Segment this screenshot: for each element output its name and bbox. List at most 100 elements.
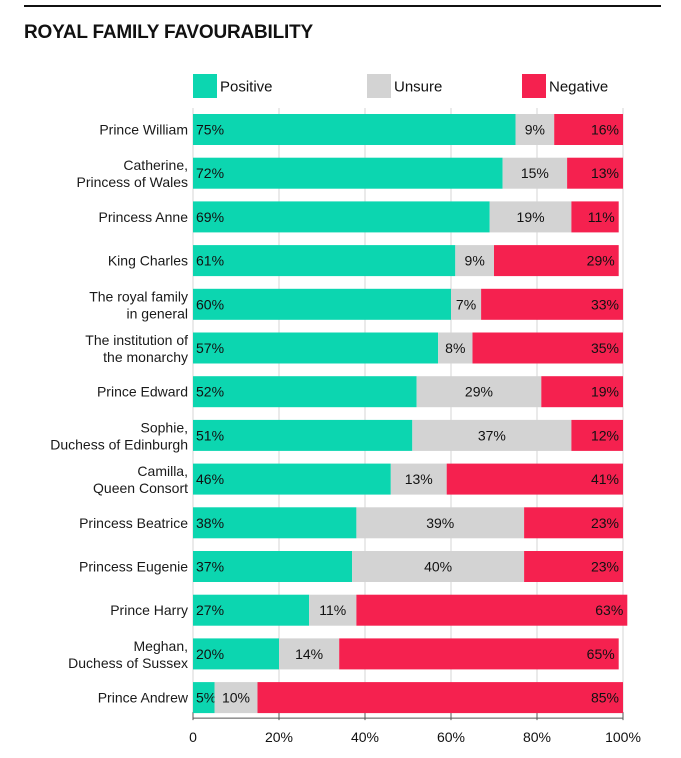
- bar-negative: [571, 201, 619, 233]
- top-rule: [24, 5, 661, 7]
- bar-unsure: [356, 507, 525, 539]
- data-label-positive: 61%: [196, 253, 224, 269]
- bar-unsure: [489, 201, 572, 233]
- bar-negative: [356, 594, 628, 626]
- x-tick-label: 40%: [351, 729, 379, 745]
- bar-unsure: [502, 157, 568, 189]
- bar-unsure: [279, 638, 340, 670]
- data-label-unsure: 37%: [478, 427, 506, 443]
- data-label-unsure: 13%: [405, 471, 433, 487]
- bar-unsure: [214, 682, 258, 714]
- category-label: Princess Eugenie: [79, 559, 188, 575]
- x-tick-label: 80%: [523, 729, 551, 745]
- category-label: Prince William: [99, 122, 188, 138]
- data-label-negative: 65%: [587, 646, 615, 662]
- data-label-negative: 23%: [591, 515, 619, 531]
- bar-positive: [193, 551, 353, 582]
- data-label-positive: 75%: [196, 122, 224, 138]
- data-label-unsure: 11%: [319, 602, 346, 618]
- category-label: the monarchy: [103, 349, 188, 365]
- category-label: Duchess of Sussex: [68, 655, 188, 671]
- legend-swatch-unsure: [367, 74, 391, 98]
- data-label-negative: 63%: [595, 602, 623, 618]
- category-label: Princess of Wales: [76, 174, 188, 190]
- x-tick-label: 20%: [265, 729, 293, 745]
- x-tick-label: 100%: [605, 729, 641, 745]
- data-label-positive: 51%: [196, 427, 224, 443]
- data-label-unsure: 9%: [465, 253, 485, 269]
- data-label-unsure: 7%: [456, 296, 476, 312]
- data-label-negative: 12%: [591, 427, 619, 443]
- data-label-negative: 33%: [591, 296, 619, 312]
- legend-swatch-positive: [193, 74, 217, 98]
- bar-negative: [524, 551, 623, 582]
- data-label-negative: 13%: [591, 165, 619, 181]
- bar-positive: [193, 376, 417, 408]
- data-label-unsure: 15%: [521, 165, 549, 181]
- category-label: Catherine,: [123, 157, 188, 173]
- bar-negative: [567, 157, 623, 189]
- bar-positive: [193, 114, 516, 145]
- data-label-unsure: 29%: [465, 384, 493, 400]
- data-label-unsure: 19%: [517, 209, 545, 225]
- data-label-negative: 41%: [591, 471, 619, 487]
- category-label: Sophie,: [141, 419, 188, 435]
- data-label-unsure: 40%: [424, 559, 452, 575]
- bar-positive: [193, 682, 215, 714]
- data-label-positive: 20%: [196, 646, 224, 662]
- bar-negative: [446, 463, 623, 495]
- category-label: Princess Beatrice: [79, 515, 188, 531]
- bar-negative: [524, 507, 623, 539]
- bar-positive: [193, 463, 391, 495]
- bar-positive: [193, 157, 503, 189]
- category-label: Duchess of Edinburgh: [50, 436, 188, 452]
- bar-positive: [193, 332, 439, 364]
- data-label-unsure: 14%: [295, 646, 323, 662]
- bar-unsure: [455, 245, 494, 277]
- bar-unsure: [309, 594, 357, 626]
- category-label: Camilla,: [137, 463, 188, 479]
- data-label-positive: 37%: [196, 559, 224, 575]
- category-label: King Charles: [108, 253, 188, 269]
- data-label-unsure: 39%: [426, 515, 454, 531]
- chart-title: ROYAL FAMILY FAVOURABILITY: [24, 22, 313, 43]
- category-label: Prince Harry: [110, 602, 188, 618]
- data-label-positive: 27%: [196, 602, 224, 618]
- data-label-positive: 72%: [196, 165, 224, 181]
- bar-negative: [257, 682, 623, 714]
- bar-negative: [554, 114, 623, 145]
- bar-positive: [193, 288, 451, 320]
- bar-unsure: [390, 463, 447, 495]
- bar-positive: [193, 507, 357, 539]
- bar-positive: [193, 594, 310, 626]
- bar-positive: [193, 419, 413, 451]
- data-label-positive: 69%: [196, 209, 224, 225]
- legend-swatch-negative: [522, 74, 546, 98]
- data-label-negative: 85%: [591, 690, 619, 706]
- bar-negative: [481, 288, 623, 320]
- category-label: The royal family: [89, 288, 188, 304]
- data-label-unsure: 9%: [525, 122, 545, 138]
- x-tick-label: 60%: [437, 729, 465, 745]
- bar-positive: [193, 201, 490, 233]
- x-tick-label: 0: [189, 729, 197, 745]
- data-label-positive: 60%: [196, 296, 224, 312]
- legend-label-negative: Negative: [549, 79, 608, 96]
- data-label-negative: 23%: [591, 559, 619, 575]
- data-label-unsure: 8%: [445, 340, 465, 356]
- bar-unsure: [438, 332, 473, 364]
- category-label: Queen Consort: [93, 480, 188, 496]
- bar-negative: [541, 376, 623, 408]
- bar-unsure: [515, 114, 555, 145]
- bar-negative: [339, 638, 619, 670]
- bar-positive: [193, 638, 279, 670]
- data-label-negative: 11%: [588, 209, 615, 225]
- data-label-negative: 35%: [591, 340, 619, 356]
- data-label-unsure: 10%: [222, 690, 250, 706]
- category-label: in general: [127, 305, 189, 321]
- data-label-positive: 38%: [196, 515, 224, 531]
- category-label: Princess Anne: [99, 209, 189, 225]
- bar-positive: [193, 245, 456, 277]
- bar-negative: [472, 332, 623, 364]
